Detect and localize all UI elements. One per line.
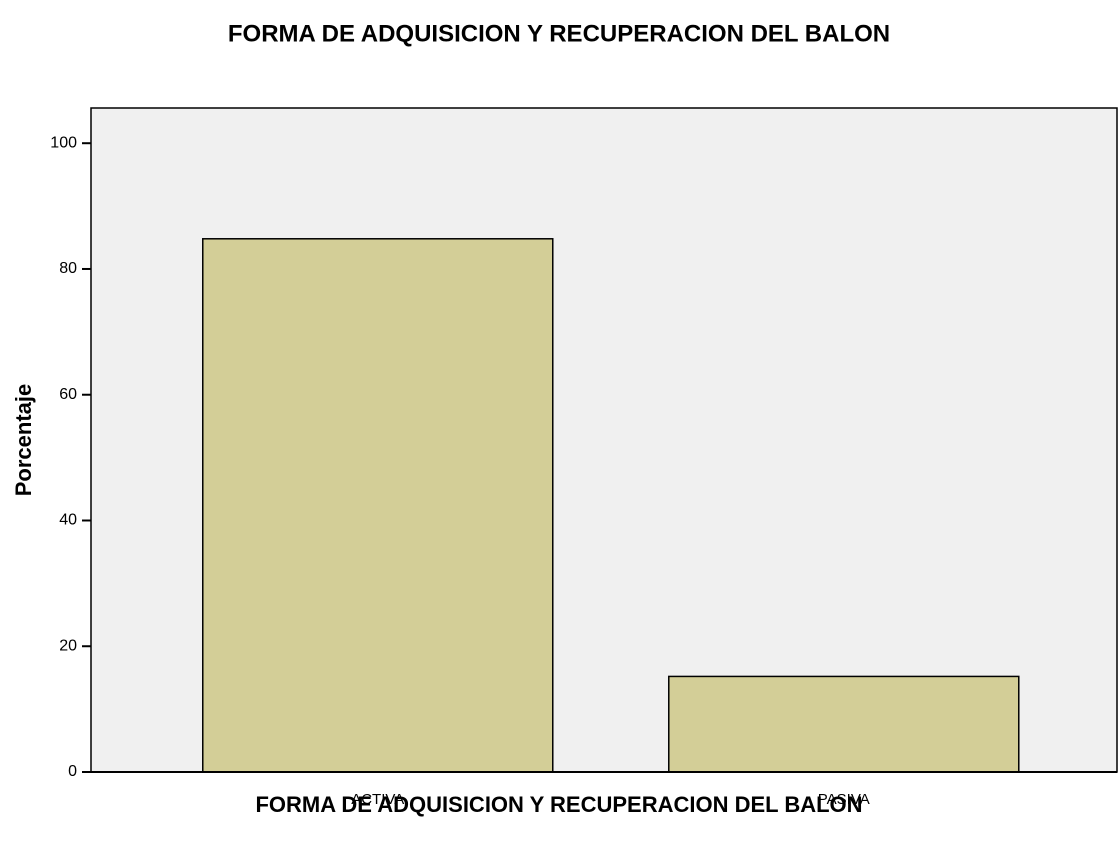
- bar: [202, 238, 554, 773]
- y-tick-label: 0: [68, 763, 77, 780]
- chart-title: FORMA DE ADQUISICION Y RECUPERACION DEL …: [228, 20, 890, 47]
- x-tick-label: ACTIVA: [351, 791, 404, 808]
- y-tick-label: 60: [59, 386, 77, 403]
- y-tick-label: 100: [50, 134, 77, 151]
- y-axis-label: Porcentaje: [11, 384, 36, 497]
- y-tick-label: 80: [59, 260, 77, 277]
- bar: [668, 675, 1020, 773]
- y-tick-label: 20: [59, 637, 77, 654]
- x-axis-label: FORMA DE ADQUISICION Y RECUPERACION DEL …: [255, 792, 862, 817]
- y-tick-label: 40: [59, 512, 77, 529]
- x-tick-label: PASIVA: [818, 791, 870, 808]
